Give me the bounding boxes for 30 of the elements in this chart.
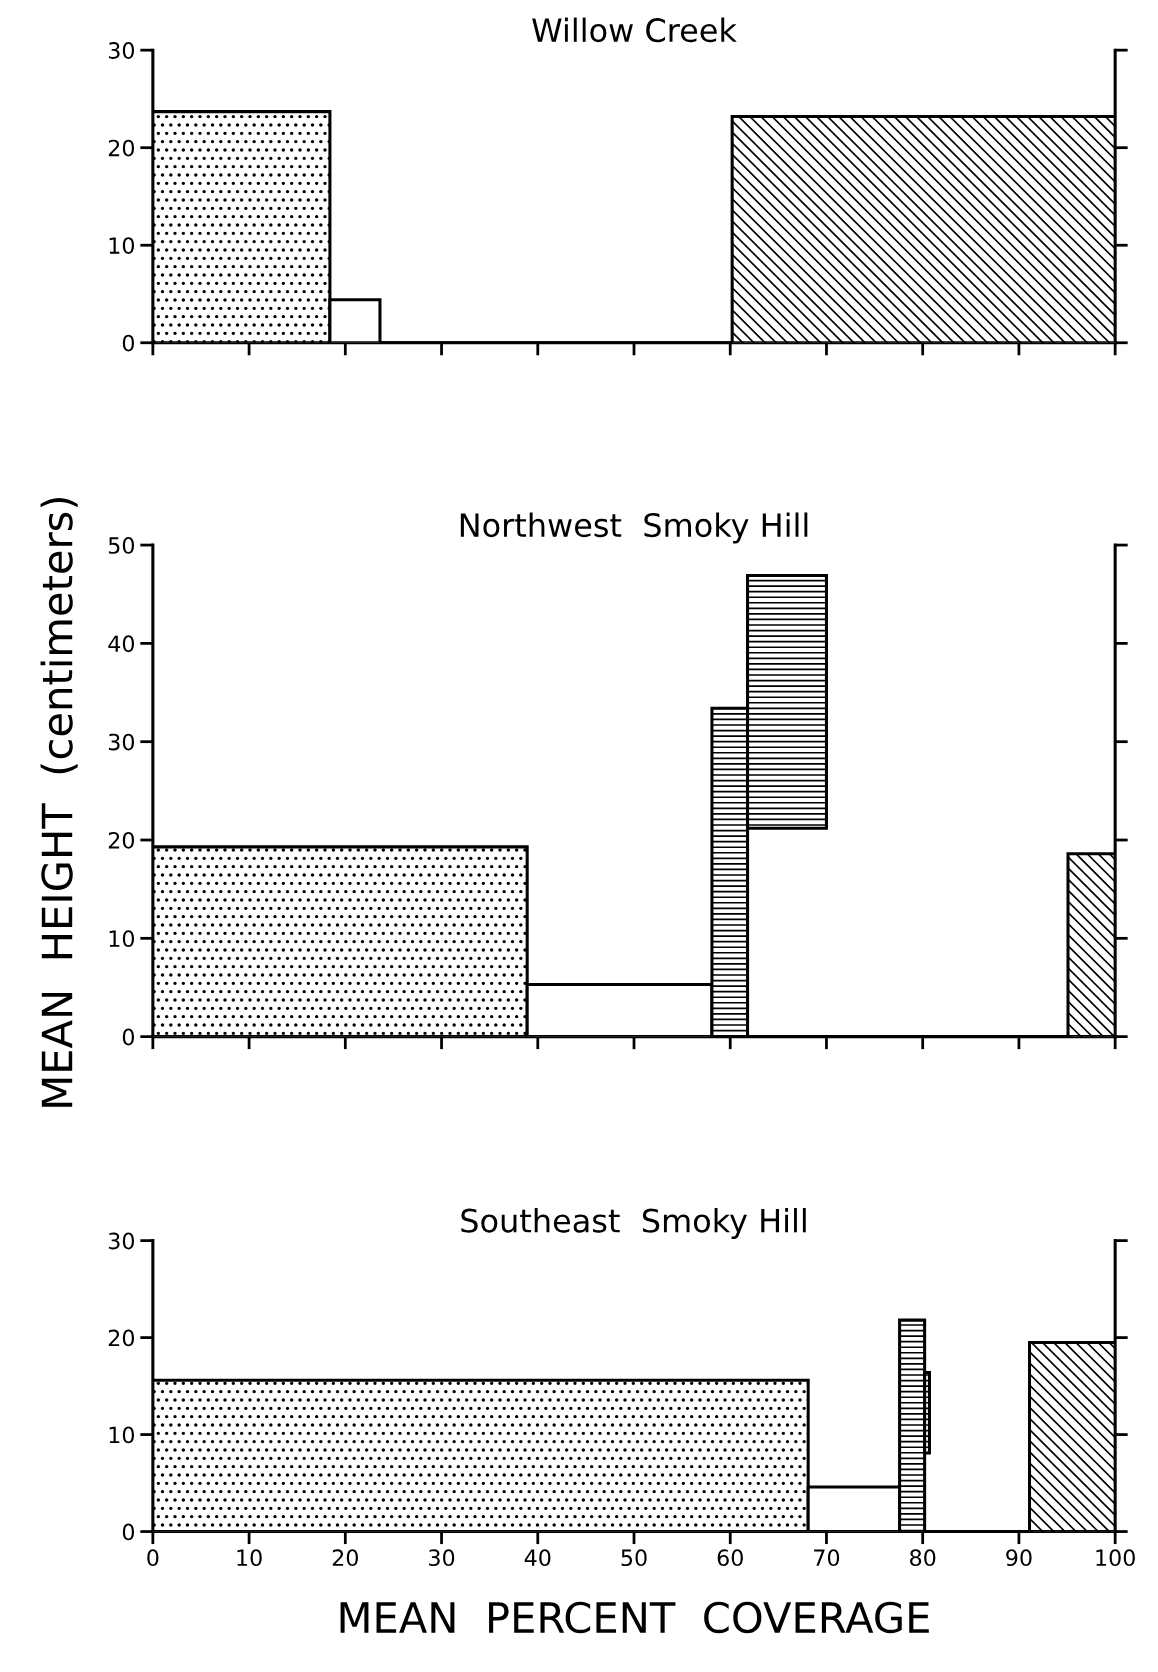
y-tick-label: 20 (108, 1329, 135, 1347)
y-tick-label: 50 (108, 537, 135, 554)
x-tick-label: 30 (429, 1549, 455, 1567)
x-tick-label: 90 (1006, 1549, 1032, 1567)
x-tick-label: 40 (524, 1549, 551, 1567)
y-tick-label: 0 (122, 1028, 135, 1046)
y-tick-label: 30 (108, 1232, 135, 1250)
x-tick-label: 50 (621, 1549, 647, 1567)
y-tick-label: 0 (122, 334, 135, 352)
x-tick-label: 10 (237, 1549, 262, 1567)
x-tick-label: 80 (910, 1549, 936, 1567)
y-tick-label: 30 (108, 42, 135, 59)
y-tick-label: 10 (109, 930, 135, 948)
chart-title: Northwest Smoky Hill (460, 512, 808, 544)
x-tick-label: 70 (814, 1549, 840, 1567)
y-tick-label: 20 (108, 139, 135, 157)
chart-title: Willow Creek (532, 17, 737, 43)
x-tick-label: 60 (717, 1549, 743, 1567)
y-tick-label: 40 (108, 635, 135, 653)
y-tick-label: 20 (108, 831, 135, 849)
x-tick-label: 0 (147, 1549, 159, 1567)
y-tick-label: 10 (109, 237, 135, 254)
x-tick-label: 20 (332, 1549, 358, 1567)
x-tick-label: 100 (1096, 1549, 1135, 1567)
y-tick-label: 30 (108, 733, 135, 751)
chart-title: Southeast Smoky Hill (461, 1208, 806, 1239)
y-tick-label: 0 (122, 1523, 135, 1541)
y-axis-title: MEAN HEIGHT (centimeters) (40, 497, 78, 1107)
x-axis-title: MEAN PERCENT COVERAGE (340, 1601, 929, 1634)
y-tick-label: 10 (109, 1426, 135, 1444)
